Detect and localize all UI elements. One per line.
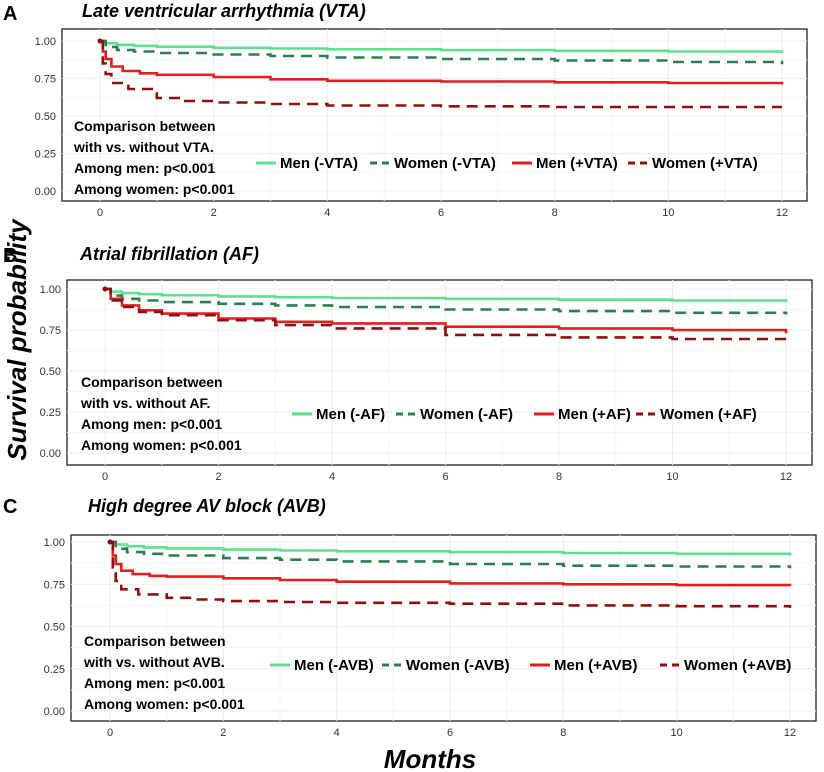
- x-tick-label: 8: [560, 727, 566, 739]
- x-tick-label: 10: [662, 207, 674, 219]
- comparison-annotation-line: Comparison between: [81, 374, 223, 390]
- x-tick-label: 10: [671, 727, 683, 739]
- x-tick-label: 8: [552, 207, 558, 219]
- x-tick-label: 0: [102, 471, 108, 483]
- y-tick-label: 1.00: [40, 284, 61, 296]
- legend-label: Women (-VTA): [394, 155, 496, 172]
- legend-label: Men (+AF): [558, 406, 631, 423]
- series-line-2: [100, 39, 784, 85]
- panel-letter: C: [3, 496, 17, 518]
- y-tick-label: 0.25: [44, 664, 65, 676]
- comparison-annotation-line: Among men: p<0.001: [84, 675, 225, 691]
- series-line-3: [105, 287, 788, 342]
- y-tick-label: 0.75: [40, 325, 61, 337]
- panel-title: Atrial fibrillation (AF): [79, 244, 259, 264]
- x-tick-label: 12: [780, 471, 792, 483]
- comparison-annotation-line: with vs. without AF.: [80, 395, 210, 411]
- start-point: [97, 38, 103, 44]
- legend-label: Men (+AVB): [554, 657, 637, 674]
- panel-title: High degree AV block (AVB): [88, 496, 326, 516]
- comparison-annotation-line: Among men: p<0.001: [81, 416, 222, 432]
- legend-label: Women (+AVB): [684, 657, 791, 674]
- y-tick-label: 0.00: [35, 186, 56, 198]
- comparison-annotation-line: with vs. without VTA.: [73, 139, 214, 155]
- legend: Men (-AF) Women (-AF) Men (+AF) Women (+AF): [292, 406, 757, 423]
- legend: Men (-AVB) Women (-AVB) Men (+AVB) Women (+…: [270, 657, 791, 674]
- start-point: [102, 286, 108, 292]
- x-axis-title: Months: [384, 744, 476, 772]
- gridlines: [67, 280, 812, 465]
- x-tick-label: 0: [97, 207, 103, 219]
- panel-letter: B: [3, 245, 17, 267]
- x-tick-label: 4: [329, 471, 335, 483]
- comparison-annotation-line: Among women: p<0.001: [74, 181, 235, 197]
- series-line-1: [110, 540, 792, 569]
- plot-border: [66, 279, 813, 466]
- series-line-0: [105, 287, 788, 303]
- legend-label: Women (+AF): [660, 406, 757, 423]
- panel-a: A Late ventricular arrhythmia (VTA) 0.00 0.…: [3, 1, 808, 219]
- y-tick-label: 0.50: [40, 366, 61, 378]
- legend-label: Women (-AF): [420, 406, 513, 423]
- panel-c: C High degree AV block (AVB) 0.00 0.25 0.50 0…: [3, 496, 817, 739]
- comparison-annotation-line: Among women: p<0.001: [84, 696, 245, 712]
- series-line-0: [100, 39, 784, 53]
- series-line-0: [110, 540, 792, 556]
- series-line-3: [100, 39, 782, 109]
- start-point: [107, 539, 113, 545]
- x-tick-label: 10: [666, 471, 678, 483]
- x-tick-label: 0: [107, 727, 113, 739]
- y-tick-label: 1.00: [44, 537, 65, 549]
- x-tick-label: 12: [784, 727, 796, 739]
- gridlines: [71, 535, 816, 721]
- x-tick-label: 12: [776, 207, 788, 219]
- y-tick-label: 0.75: [35, 74, 56, 86]
- comparison-annotation-line: Among women: p<0.001: [81, 437, 242, 453]
- series-line-1: [100, 39, 784, 65]
- comparison-annotation-line: with vs. without AVB.: [83, 654, 225, 670]
- y-tick-label: 0.00: [44, 706, 65, 718]
- x-tick-label: 2: [220, 727, 226, 739]
- y-tick-label: 0.50: [44, 622, 65, 634]
- x-tick-label: 6: [447, 727, 453, 739]
- x-tick-label: 4: [334, 727, 340, 739]
- x-tick-label: 8: [556, 471, 562, 483]
- x-tick-label: 4: [324, 207, 330, 219]
- y-tick-label: 0.75: [44, 579, 65, 591]
- y-tick-label: 0.25: [40, 407, 61, 419]
- comparison-annotation-line: Comparison between: [84, 633, 226, 649]
- panel-title: Late ventricular arrhythmia (VTA): [82, 1, 366, 21]
- legend-label: Men (-AVB): [294, 657, 374, 674]
- comparison-annotation-line: Among men: p<0.001: [74, 160, 215, 176]
- y-tick-label: 1.00: [35, 36, 56, 48]
- legend-label: Women (+VTA): [652, 155, 758, 172]
- series-line-2: [110, 540, 792, 587]
- legend-label: Women (-AVB): [406, 657, 510, 674]
- comparison-annotation-line: Comparison between: [74, 118, 216, 134]
- y-axis-title: Survival probability: [2, 218, 32, 461]
- y-tick-label: 0.00: [40, 448, 61, 460]
- legend: Men (-VTA) Women (-VTA) Men (+VTA) Women (+…: [256, 155, 758, 172]
- panel-letter: A: [3, 3, 17, 25]
- series-line-3: [110, 540, 792, 608]
- panel-b: B Atrial fibrillation (AF) 0.00 0.25 0.50 0.7…: [3, 244, 813, 483]
- legend-label: Men (-AF): [316, 406, 385, 423]
- x-tick-label: 2: [215, 471, 221, 483]
- y-tick-label: 0.25: [35, 149, 56, 161]
- legend-label: Men (-VTA): [280, 155, 358, 172]
- panels: A Late ventricular arrhythmia (VTA) 0.00 0.…: [3, 1, 817, 739]
- legend-label: Men (+VTA): [536, 155, 618, 172]
- y-tick-label: 0.50: [35, 111, 56, 123]
- x-tick-label: 2: [211, 207, 217, 219]
- gridlines: [62, 29, 807, 201]
- series-line-2: [105, 287, 788, 334]
- x-tick-label: 6: [438, 207, 444, 219]
- x-tick-label: 6: [442, 471, 448, 483]
